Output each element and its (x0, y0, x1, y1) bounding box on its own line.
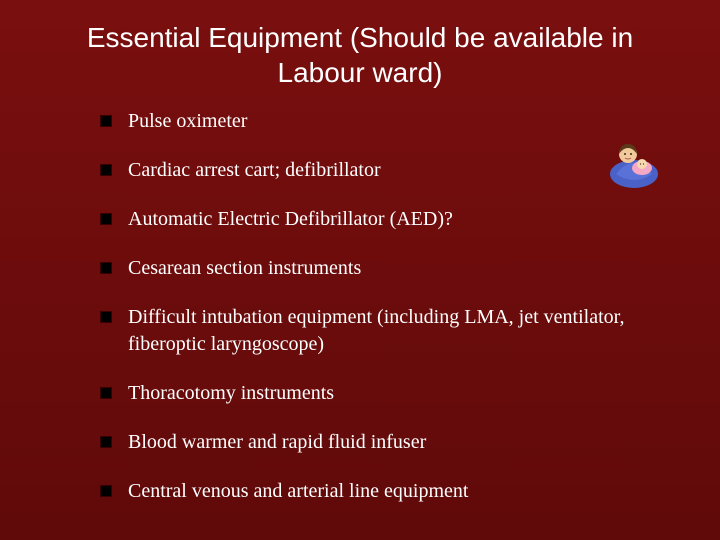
list-item: Blood warmer and rapid fluid infuser (100, 429, 640, 456)
list-item: Cesarean section instruments (100, 255, 640, 282)
square-bullet-icon (100, 115, 112, 127)
square-bullet-icon (100, 485, 112, 497)
list-item-text: Difficult intubation equipment (includin… (128, 304, 640, 358)
list-item: Pulse oximeter (100, 108, 640, 135)
square-bullet-icon (100, 164, 112, 176)
slide-title: Essential Equipment (Should be available… (80, 20, 640, 90)
list-item-text: Cardiac arrest cart; defibrillator (128, 157, 381, 184)
square-bullet-icon (100, 213, 112, 225)
list-item: Central venous and arterial line equipme… (100, 478, 640, 505)
square-bullet-icon (100, 436, 112, 448)
list-item-text: Blood warmer and rapid fluid infuser (128, 429, 426, 456)
mother-and-baby-icon (606, 140, 662, 188)
list-item-text: Central venous and arterial line equipme… (128, 478, 468, 505)
list-item: Cardiac arrest cart; defibrillator (100, 157, 640, 184)
list-item: Difficult intubation equipment (includin… (100, 304, 640, 358)
list-item-text: Automatic Electric Defibrillator (AED)? (128, 206, 453, 233)
list-item-text: Pulse oximeter (128, 108, 247, 135)
square-bullet-icon (100, 311, 112, 323)
square-bullet-icon (100, 387, 112, 399)
list-item-text: Cesarean section instruments (128, 255, 361, 282)
list-item: Thoracotomy instruments (100, 380, 640, 407)
list-item: Automatic Electric Defibrillator (AED)? (100, 206, 640, 233)
list-item-text: Thoracotomy instruments (128, 380, 334, 407)
slide: Essential Equipment (Should be available… (0, 0, 720, 540)
square-bullet-icon (100, 262, 112, 274)
bullet-list: Pulse oximeter Cardiac arrest cart; defi… (100, 108, 640, 505)
